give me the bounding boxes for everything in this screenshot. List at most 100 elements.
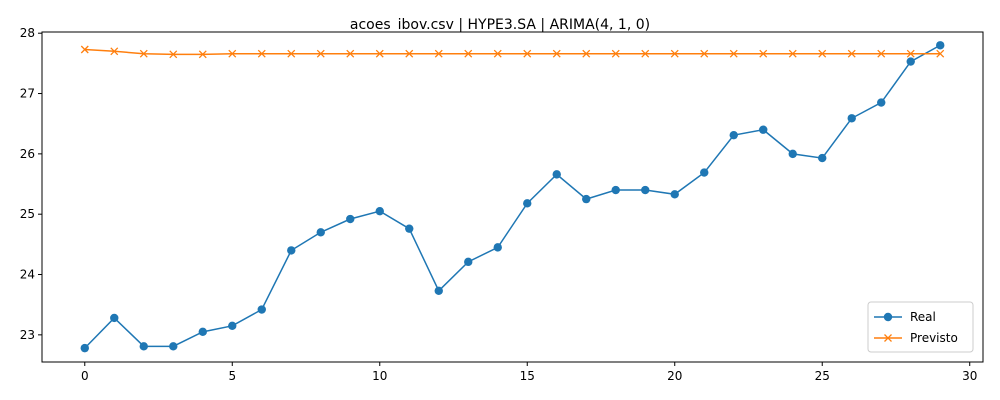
data-point-real xyxy=(552,170,561,179)
x-marker-stroke xyxy=(847,49,856,58)
data-point-previsto xyxy=(611,49,620,58)
data-point-previsto xyxy=(110,47,119,56)
y-tick-label: 24 xyxy=(20,268,35,282)
data-point-real xyxy=(139,342,148,351)
data-point-real xyxy=(287,246,296,255)
data-point-real xyxy=(847,114,856,123)
y-tick-label: 27 xyxy=(20,87,35,101)
x-marker-stroke xyxy=(493,49,502,58)
x-marker-stroke xyxy=(884,334,892,342)
data-point-previsto xyxy=(729,49,738,58)
data-point-real xyxy=(346,214,355,224)
x-marker-stroke xyxy=(434,49,443,58)
data-point-previsto xyxy=(228,49,237,58)
data-point-real xyxy=(316,228,325,237)
x-marker-stroke xyxy=(198,50,207,59)
x-tick-label: 30 xyxy=(962,369,977,383)
data-point-previsto xyxy=(198,50,207,59)
data-point-previsto xyxy=(346,49,355,58)
data-point-previsto xyxy=(877,49,886,58)
axes-frame xyxy=(41,31,984,363)
data-point-real xyxy=(434,286,443,296)
data-point-real xyxy=(80,343,89,353)
data-point-real xyxy=(110,313,119,323)
data-point-real xyxy=(936,41,945,50)
data-point-previsto xyxy=(552,49,561,58)
data-point-previsto xyxy=(759,49,768,58)
x-marker-stroke xyxy=(464,49,473,58)
data-point-real xyxy=(611,185,620,195)
x-marker-stroke xyxy=(346,49,355,58)
data-point-previsto xyxy=(700,49,709,58)
legend-box xyxy=(867,301,974,353)
x-marker-stroke xyxy=(759,49,768,58)
data-point-real xyxy=(228,321,237,331)
data-point-real xyxy=(582,194,591,204)
y-tick-label: 26 xyxy=(20,147,35,161)
x-tick-label: 25 xyxy=(815,369,830,383)
data-point-real xyxy=(877,98,886,107)
data-point-real xyxy=(405,224,414,233)
data-point-real xyxy=(523,199,532,208)
x-marker-stroke xyxy=(936,49,945,58)
series-line-real xyxy=(84,44,941,349)
x-tick-label: 15 xyxy=(520,369,535,383)
x-marker-stroke xyxy=(228,49,237,58)
x-tick-label: 5 xyxy=(228,369,236,383)
x-marker-stroke xyxy=(80,45,89,54)
x-marker-stroke xyxy=(316,49,325,58)
data-point-previsto xyxy=(169,50,178,59)
data-point-previsto xyxy=(493,49,502,58)
x-marker-stroke xyxy=(287,49,296,58)
x-marker-stroke xyxy=(257,49,266,58)
data-point-real xyxy=(700,168,709,177)
series-line-previsto xyxy=(84,48,941,56)
chart-title: acoes_ibov.csv | HYPE3.SA | ARIMA(4, 1, … xyxy=(350,17,650,33)
x-marker-stroke xyxy=(729,49,738,58)
x-tick-label: 20 xyxy=(667,369,682,383)
x-marker-stroke xyxy=(906,49,915,58)
x-tick-label: 10 xyxy=(372,369,387,383)
data-point-real xyxy=(493,243,502,252)
data-point-previsto xyxy=(405,49,414,58)
x-marker-stroke xyxy=(670,49,679,58)
x-marker-stroke xyxy=(375,49,384,58)
data-point-previsto xyxy=(670,49,679,58)
data-point-previsto xyxy=(582,49,591,58)
data-point-previsto xyxy=(464,49,473,58)
data-point-previsto xyxy=(139,49,148,58)
data-point-real xyxy=(818,153,827,163)
data-point-previsto xyxy=(641,49,650,58)
data-point-previsto xyxy=(936,49,945,58)
data-point-previsto xyxy=(434,49,443,58)
legend-label-real: Real xyxy=(910,310,936,324)
legend-marker-previsto xyxy=(884,334,892,342)
legend: Real Previsto xyxy=(867,301,974,353)
legend-marker-real xyxy=(883,312,893,322)
data-point-previsto xyxy=(287,49,296,58)
data-point-real xyxy=(729,130,738,140)
x-marker-stroke xyxy=(523,49,532,58)
data-point-real xyxy=(670,190,679,199)
x-marker-stroke xyxy=(877,49,886,58)
data-point-previsto xyxy=(257,49,266,58)
y-tick-label: 25 xyxy=(20,207,35,221)
data-point-real xyxy=(198,327,207,337)
x-marker-stroke xyxy=(700,49,709,58)
data-point-previsto xyxy=(375,49,384,58)
legend-label-previsto: Previsto xyxy=(910,331,958,345)
data-point-real xyxy=(759,125,768,134)
data-point-real xyxy=(464,257,473,267)
data-point-real xyxy=(906,57,915,66)
data-point-previsto xyxy=(847,49,856,58)
data-point-real xyxy=(641,185,650,195)
data-point-previsto xyxy=(788,49,797,58)
x-marker-stroke xyxy=(552,49,561,58)
x-marker-stroke xyxy=(139,49,148,58)
plot-area: 0 5 10 15 20 25 30 23 24 25 26 27 28 xyxy=(20,26,978,383)
x-marker-stroke xyxy=(641,49,650,58)
data-point-real xyxy=(788,149,797,159)
x-marker-stroke xyxy=(788,49,797,58)
x-marker-stroke xyxy=(169,50,178,59)
